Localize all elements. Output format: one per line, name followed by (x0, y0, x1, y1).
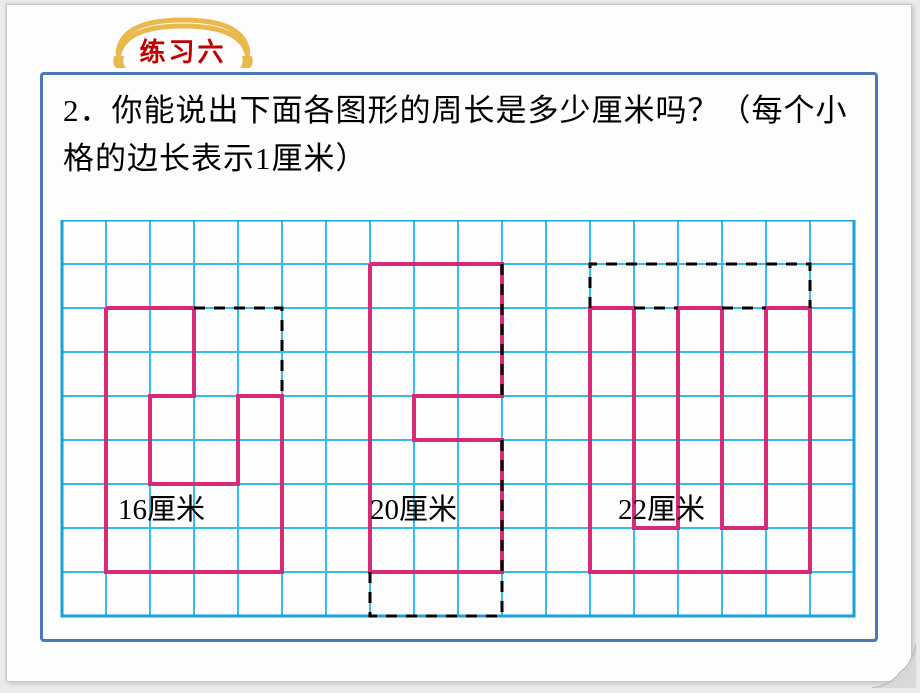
question-number: 2． (63, 93, 112, 128)
polyline-dashed (370, 572, 502, 616)
answer-label-3: 22厘米 (618, 486, 705, 528)
question-text: 2．你能说出下面各图形的周长是多少厘米吗？（每个小格的边长表示1厘米） (63, 87, 855, 183)
ribbon-label: 练习六 (108, 32, 258, 69)
grid-figure (42, 220, 878, 640)
answer-label-1: 16厘米 (118, 486, 205, 528)
page-curl (872, 644, 916, 688)
answer-label-2: 20厘米 (370, 486, 457, 528)
polyline-dashed (590, 264, 810, 308)
ribbon-header: 练习六 (108, 10, 258, 72)
question-body: 你能说出下面各图形的周长是多少厘米吗？（每个小格的边长表示1厘米） (63, 93, 848, 176)
